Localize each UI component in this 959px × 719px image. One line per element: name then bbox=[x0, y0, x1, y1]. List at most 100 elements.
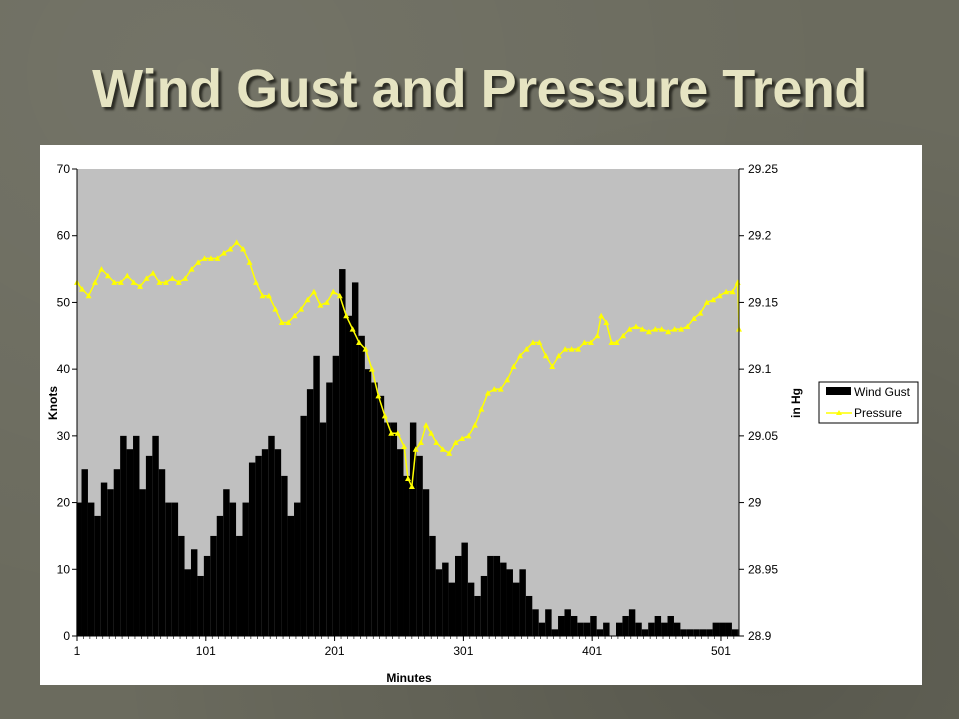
wind-gust-bar bbox=[139, 489, 146, 636]
pressure-marker bbox=[124, 272, 131, 279]
wind-gust-bar bbox=[551, 629, 559, 636]
wind-gust-bar bbox=[339, 269, 346, 636]
x-tick-label: 501 bbox=[711, 644, 731, 658]
wind-gust-bar bbox=[661, 622, 668, 636]
pressure-marker bbox=[220, 250, 227, 256]
wind-gust-bar bbox=[300, 415, 307, 636]
wind-gust-bar bbox=[184, 569, 191, 636]
right-tick-label: 29 bbox=[748, 496, 762, 510]
pressure-marker bbox=[678, 326, 685, 332]
pressure-marker bbox=[381, 412, 388, 419]
pressure-marker bbox=[137, 283, 144, 289]
pressure-marker bbox=[98, 266, 105, 272]
pressure-marker bbox=[716, 292, 723, 299]
wind-gust-bar bbox=[583, 622, 591, 636]
x-axis-ticks: 1 101 201 301 401 501 bbox=[74, 636, 731, 658]
legend-label-wind-gust: Wind Gust bbox=[854, 385, 911, 399]
wind-gust-bar bbox=[236, 535, 243, 636]
right-axis-ticks: 28.9 28.95 29 29.05 29.1 29.15 29.2 29.25 bbox=[739, 162, 778, 643]
wind-gust-bar bbox=[442, 562, 449, 636]
wind-gust-bar bbox=[532, 609, 539, 636]
wind-gust-bar bbox=[113, 469, 121, 636]
wind-gust-bar bbox=[190, 549, 198, 636]
wind-gust-bar bbox=[377, 395, 385, 636]
wind-gust-bar bbox=[358, 335, 365, 636]
wind-gust-bar bbox=[628, 609, 636, 636]
pressure-marker bbox=[343, 312, 350, 319]
pressure-marker bbox=[259, 292, 266, 299]
pressure-marker bbox=[175, 279, 182, 285]
pressure-marker bbox=[581, 339, 588, 345]
wind-gust-bar bbox=[242, 502, 249, 636]
wind-gust-bar bbox=[455, 555, 462, 636]
pressure-marker bbox=[608, 339, 615, 345]
pressure-marker bbox=[555, 352, 562, 359]
pressure-marker bbox=[423, 422, 430, 428]
wind-gust-bar bbox=[506, 569, 513, 636]
pressure-marker bbox=[182, 275, 189, 281]
wind-gust-bar bbox=[210, 535, 217, 636]
pressure-marker bbox=[111, 279, 118, 285]
wind-gust-bar bbox=[545, 609, 552, 636]
pressure-marker bbox=[652, 326, 659, 332]
pressure-marker bbox=[549, 363, 556, 369]
wind-gust-bar bbox=[274, 449, 282, 636]
wind-gust-bar bbox=[178, 535, 185, 636]
wind-gust-bars bbox=[76, 269, 739, 636]
pressure-marker bbox=[562, 346, 569, 352]
pressure-marker bbox=[478, 406, 485, 412]
pressure-marker bbox=[394, 430, 401, 436]
wind-gust-bar bbox=[493, 555, 501, 636]
right-tick-label: 29.15 bbox=[748, 295, 778, 309]
pressure-marker bbox=[529, 339, 536, 345]
wind-gust-bar bbox=[525, 595, 533, 636]
wind-gust-bar bbox=[120, 435, 127, 636]
wind-gust-bar bbox=[693, 629, 700, 636]
pressure-marker bbox=[433, 439, 440, 446]
wind-gust-bar bbox=[461, 542, 468, 636]
wind-gust-bar bbox=[719, 622, 726, 636]
wind-gust-bar bbox=[622, 615, 629, 636]
wind-gust-bar bbox=[673, 622, 681, 636]
wind-gust-bar bbox=[538, 622, 546, 636]
pressure-marker bbox=[130, 279, 137, 285]
pressure-marker bbox=[417, 439, 424, 446]
wind-gust-bar bbox=[435, 569, 443, 636]
pressure-marker bbox=[246, 259, 253, 265]
legend-swatch-pressure-marker bbox=[836, 410, 842, 415]
pressure-marker bbox=[626, 326, 633, 332]
wind-gust-bar bbox=[287, 515, 295, 636]
pressure-marker bbox=[523, 346, 530, 352]
wind-gust-bar bbox=[294, 502, 301, 636]
left-tick-label: 10 bbox=[57, 562, 71, 576]
pressure-marker bbox=[162, 279, 169, 285]
pressure-marker bbox=[690, 315, 697, 321]
x-tick-label: 101 bbox=[196, 644, 216, 658]
pressure-marker bbox=[504, 376, 511, 383]
pressure-marker bbox=[330, 288, 337, 295]
right-tick-label: 29.05 bbox=[748, 429, 778, 443]
wind-gust-bar bbox=[397, 449, 404, 636]
pressure-marker bbox=[575, 346, 582, 352]
wind-gust-bar bbox=[100, 482, 108, 636]
pressure-marker bbox=[233, 239, 240, 245]
wind-gust-bar bbox=[126, 449, 134, 636]
pressure-marker bbox=[368, 366, 375, 372]
wind-gust-bar bbox=[667, 615, 674, 636]
pressure-marker bbox=[665, 328, 672, 335]
left-tick-label: 30 bbox=[57, 429, 71, 443]
x-axis-title: Minutes bbox=[386, 671, 432, 685]
wind-gust-bar bbox=[519, 569, 526, 636]
pressure-marker bbox=[703, 299, 710, 305]
wind-gust-bar bbox=[648, 622, 655, 636]
legend-label-pressure: Pressure bbox=[854, 406, 902, 420]
slide-title: Wind Gust and Pressure Trend bbox=[92, 59, 867, 119]
pressure-marker bbox=[671, 326, 678, 332]
right-tick-label: 29.25 bbox=[748, 162, 778, 176]
pressure-marker bbox=[697, 310, 704, 316]
wind-gust-bar bbox=[654, 615, 662, 636]
pressure-marker bbox=[323, 299, 330, 305]
wind-gust-bar bbox=[261, 449, 269, 636]
pressure-marker bbox=[465, 432, 472, 439]
pressure-marker bbox=[298, 306, 305, 312]
